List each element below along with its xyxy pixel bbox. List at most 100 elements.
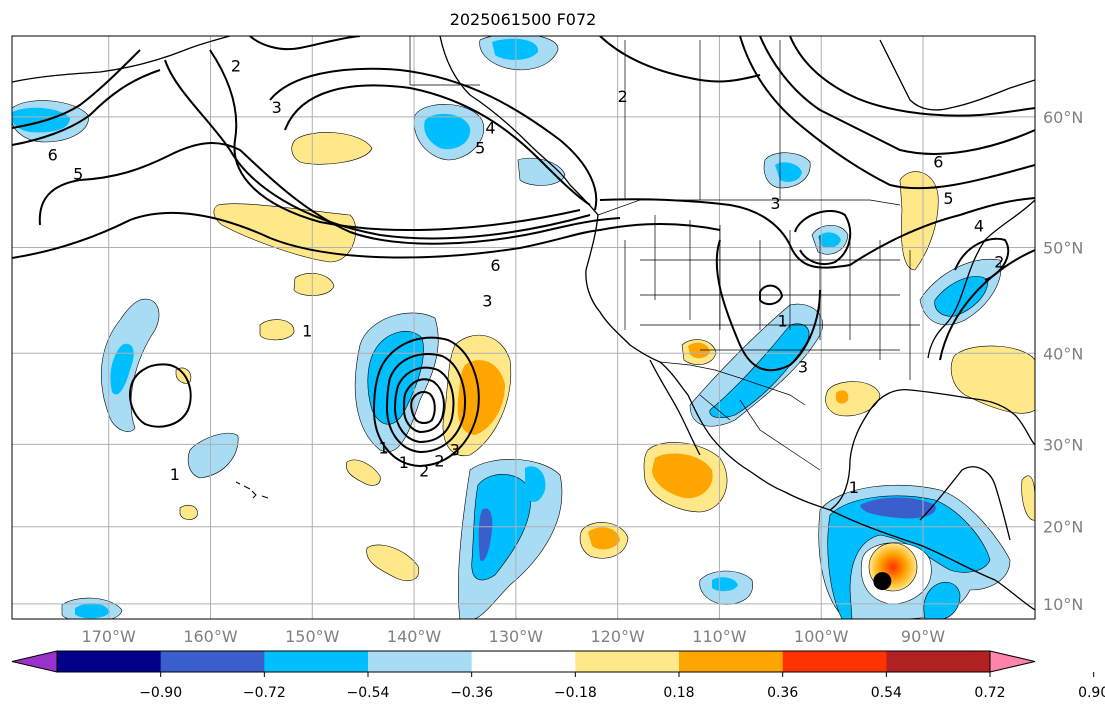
island [235, 481, 241, 485]
neg-anomaly-area [75, 603, 110, 619]
coastline-alaska [12, 36, 231, 83]
contour-line [128, 363, 192, 428]
colorbar-tick-label: 0.90 [1078, 685, 1105, 701]
neg-anomaly-area [478, 508, 493, 561]
contour-line [759, 284, 784, 306]
colorbar-bin [160, 651, 265, 672]
contour-label: 1 [302, 322, 312, 341]
coastline-baja [649, 359, 701, 456]
contour-label: 3 [272, 98, 282, 117]
contour-line [939, 249, 1035, 361]
coastline-us-west [585, 214, 831, 511]
coastline-alaska-south [439, 36, 599, 216]
lat-tick-label: 10°N [1043, 595, 1083, 614]
border-us-canada [597, 199, 901, 216]
pos-anomaly-area [345, 459, 381, 486]
contour-label: 1 [170, 465, 180, 484]
pos-anomaly-area [259, 319, 295, 341]
contour-line [393, 366, 455, 444]
contour-label: 6 [933, 152, 943, 171]
colorbar-tick-label: −0.18 [554, 685, 597, 701]
contour-line [12, 211, 721, 259]
contour-label: 6 [48, 146, 58, 165]
coastline-hudson [879, 39, 1035, 111]
contour-label: 6 [490, 256, 500, 275]
island [251, 490, 257, 499]
contour-line [372, 336, 480, 468]
colorbar: −0.90 −0.72 −0.54 −0.36 −0.18 0.18 0.36 0.54 0.7… [11, 650, 1105, 701]
lon-tick-label: 130°W [489, 627, 544, 646]
contour-line [12, 49, 141, 129]
colorbar-tick-label: 0.18 [663, 685, 694, 701]
island [243, 485, 251, 490]
pos-anomaly-area [825, 381, 881, 417]
lat-tick-label: 40°N [1043, 344, 1083, 363]
contour-label: 3 [798, 358, 808, 377]
contour-line [209, 49, 581, 232]
neg-anomaly-area [187, 432, 239, 479]
neg-anomaly-area [775, 162, 802, 182]
pos-anomaly-area [652, 453, 713, 499]
contour-line [249, 36, 361, 51]
lon-tick-label: 90°W [901, 627, 945, 646]
lon-tick-label: 110°W [692, 627, 747, 646]
pos-anomaly-area [836, 390, 849, 404]
contour-label: 1 [399, 453, 409, 472]
province-lines [409, 36, 781, 200]
contour-label: 5 [73, 164, 83, 183]
colorbar-bin [57, 651, 162, 672]
contour-line [38, 142, 621, 245]
lat-tick-label: 20°N [1043, 518, 1083, 537]
gridlines [12, 36, 1035, 619]
contour-line [284, 84, 591, 206]
pos-anomaly-area [179, 504, 198, 520]
contour-label: 1 [849, 478, 859, 497]
map-title: 2025061500 F072 [450, 10, 597, 29]
latitude-tick-labels: 60°N 50°N 40°N 30°N 20°N 10°N [1043, 108, 1083, 614]
contour-line [599, 197, 1035, 269]
colorbar-bin [264, 651, 369, 672]
neg-anomaly-area [492, 38, 539, 60]
lon-tick-label: 100°W [794, 627, 849, 646]
lon-tick-label: 160°W [183, 627, 238, 646]
contour-label: 5 [943, 189, 953, 208]
neg-anomaly-area [110, 343, 134, 395]
anomaly-shading [12, 36, 1035, 619]
pos-anomaly-area [366, 544, 420, 581]
contour-line [599, 36, 761, 83]
pos-anomaly-area [688, 342, 710, 359]
pos-anomaly-area [588, 527, 620, 550]
contour-line [759, 36, 1035, 155]
storm-center-marker [873, 572, 892, 591]
contour-label: 2 [434, 451, 444, 470]
colorbar-tick-label: −0.90 [139, 685, 182, 701]
neg-anomaly-area [712, 577, 738, 592]
pos-anomaly-area [950, 345, 1035, 414]
contour-line [789, 36, 1035, 117]
colorbar-bin [679, 651, 784, 672]
border-us-mexico [659, 361, 806, 406]
contour-line [739, 36, 1035, 190]
neg-anomaly-area [367, 331, 424, 425]
contour-line [164, 59, 591, 240]
state-lines [624, 215, 920, 380]
colorbar-tick-label: −0.54 [347, 685, 390, 701]
colorbar-extend-min [11, 650, 58, 673]
pos-anomaly-area [291, 132, 373, 165]
pos-anomaly-area [1021, 475, 1035, 521]
colorbar-bin [782, 651, 887, 672]
contour-line [402, 378, 445, 434]
contour-label: 1 [378, 439, 388, 458]
mexico-lines [699, 394, 821, 471]
lat-tick-label: 50°N [1043, 239, 1083, 258]
contour-label: 4 [485, 119, 495, 138]
neg-anomaly-area [12, 107, 70, 133]
contour-label: 3 [770, 194, 780, 213]
neg-anomaly-area [424, 113, 471, 150]
neg-anomaly-area [525, 466, 546, 502]
contour-label: 3 [482, 292, 492, 311]
map-frame [11, 35, 1036, 620]
contour-label: 3 [450, 440, 460, 459]
